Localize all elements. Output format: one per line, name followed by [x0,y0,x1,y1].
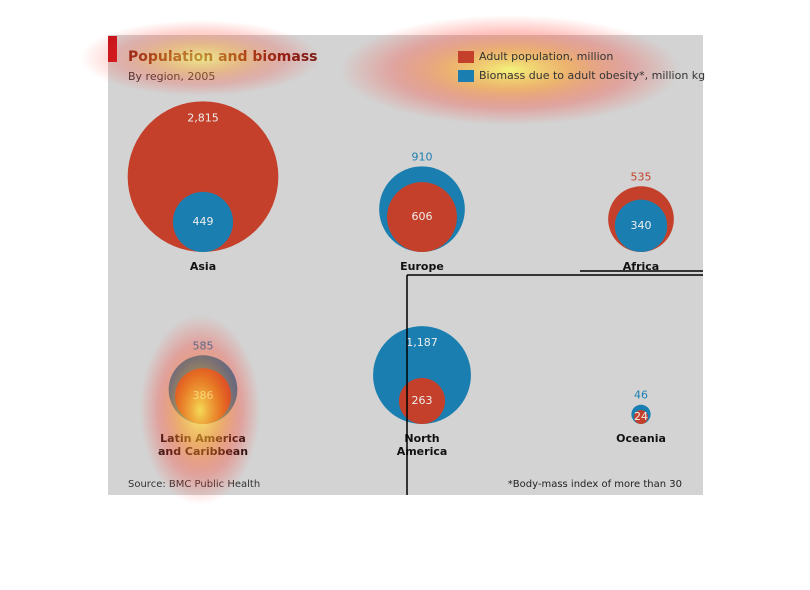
bubble-inner [398,377,446,424]
category-label: Asia [190,260,216,273]
value-label: 535 [631,170,652,183]
bubble-inner [387,182,457,252]
value-label: 340 [631,219,652,232]
note: *Body-mass index of more than 30 [508,479,682,490]
category-label: North [404,432,439,445]
value-label: 910 [412,150,433,163]
legend-label: Biomass due to adult obesity*, million k… [479,69,705,82]
bubble-outer [127,101,279,252]
bubble-inner [634,410,648,424]
chart-title: Population and biomass [128,49,318,65]
chart-subtitle: By region, 2005 [128,70,215,83]
legend-label: Adult population, million [479,50,613,63]
bubble-outer [373,326,471,424]
legend-swatch [458,70,474,82]
category-label: America [397,445,448,458]
value-label: 263 [412,394,433,407]
bubble-inner [172,191,234,252]
category-label: Africa [623,260,659,273]
annotation-lines [406,270,703,495]
value-label: 24 [634,410,648,423]
legend-swatch [458,51,474,63]
category-label: Europe [400,260,444,273]
value-label: 585 [193,339,214,352]
category-label: Oceania [616,432,666,445]
value-label: 2,815 [187,111,219,124]
category-label: Latin America [160,432,246,445]
source: Source: BMC Public Health [128,479,260,490]
value-label: 46 [634,389,648,402]
value-label: 606 [412,210,433,223]
category-label: and Caribbean [158,445,248,458]
title-tab [108,36,117,62]
value-label: 449 [193,215,214,228]
value-label: 1,187 [406,336,438,349]
bubble-inner [614,199,668,252]
value-label: 386 [193,389,214,402]
